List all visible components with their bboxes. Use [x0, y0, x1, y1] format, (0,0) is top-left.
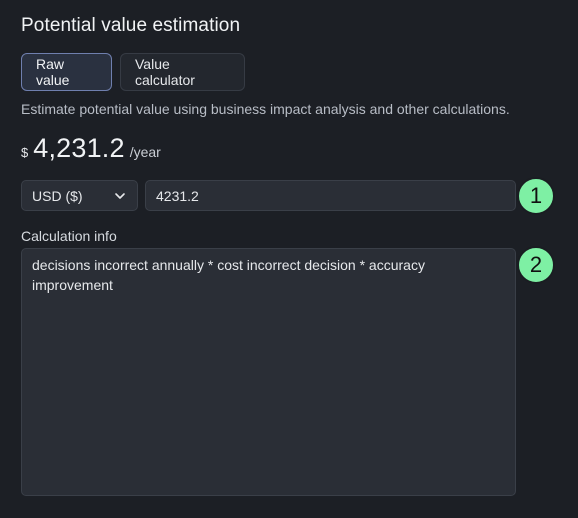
value-input[interactable]	[145, 180, 516, 211]
estimated-value: 4,231.2	[33, 133, 125, 163]
currency-select[interactable]: USD ($)	[21, 180, 138, 211]
calculation-info-textarea[interactable]: decisions incorrect annually * cost inco…	[21, 248, 516, 496]
tab-value-calculator[interactable]: Value calculator	[120, 53, 245, 91]
panel-title: Potential value estimation	[21, 15, 241, 36]
step-badge-1: 1	[517, 177, 555, 215]
estimated-value-display: $ 4,231.2 /year	[21, 133, 161, 164]
description-text: Estimate potential value using business …	[21, 101, 510, 117]
value-mode-tabs: Raw value Value calculator	[21, 53, 245, 91]
value-unit: /year	[129, 144, 161, 160]
calculation-info-label: Calculation info	[21, 228, 117, 244]
currency-select-value: USD ($)	[32, 187, 83, 204]
tab-raw-value[interactable]: Raw value	[21, 53, 112, 91]
chevron-down-icon	[115, 193, 125, 199]
currency-symbol: $	[21, 145, 29, 160]
step-badge-2: 2	[517, 246, 555, 284]
